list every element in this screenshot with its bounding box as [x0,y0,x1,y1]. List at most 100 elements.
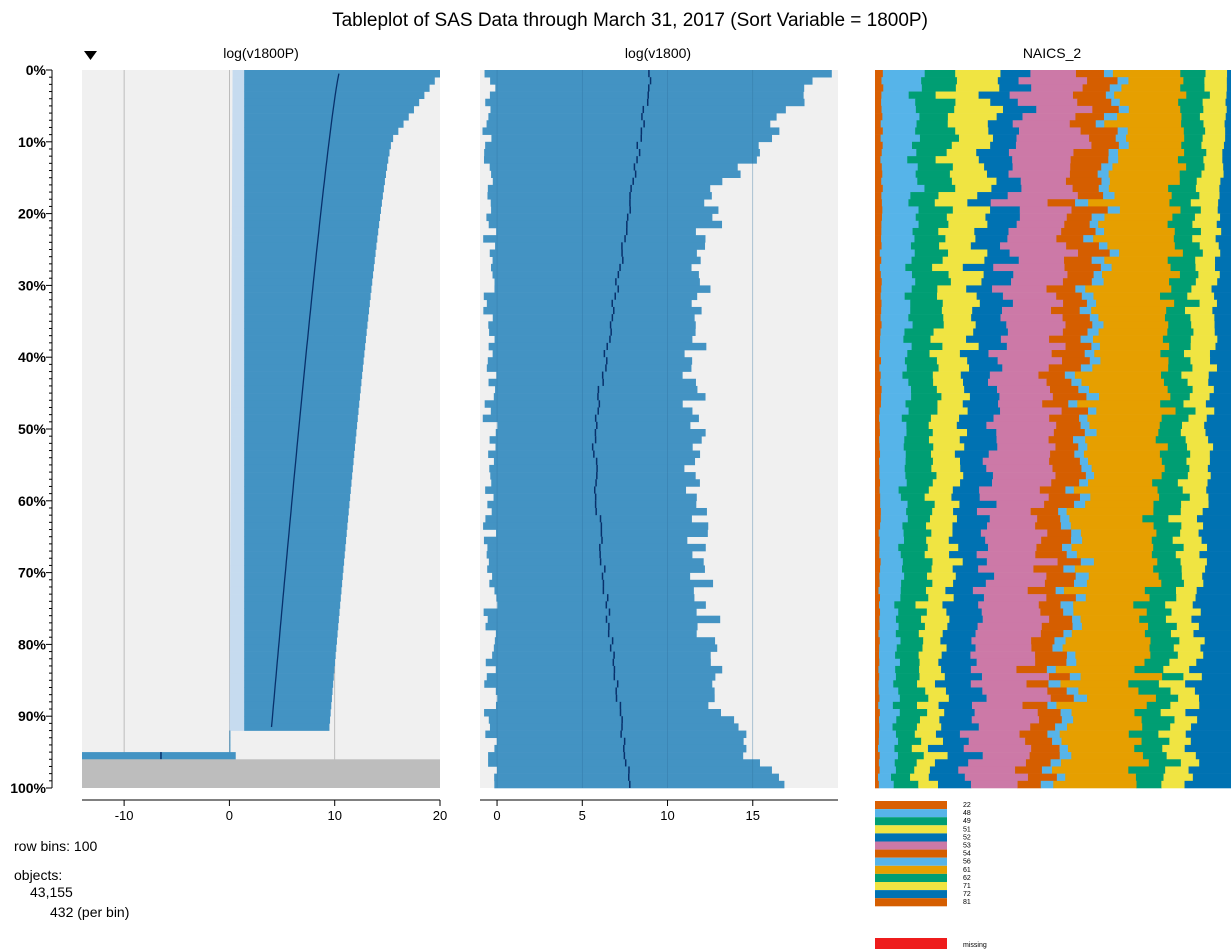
stack-segment [914,730,937,739]
stack-segment [1040,630,1064,638]
stack-segment [1077,192,1104,200]
stack-segment [898,608,928,616]
stack-segment [1069,120,1097,128]
stack-segment [1225,113,1231,121]
stack-segment [947,752,984,760]
stack-segment [1008,170,1071,178]
legend-swatch [875,801,947,810]
stack-segment [875,242,882,250]
stack-segment [1061,227,1096,236]
stack-segment [1141,716,1175,724]
stack-segment [1170,630,1194,638]
stack-segment [1134,709,1162,717]
bar [489,249,697,257]
stack-segment [895,766,915,774]
stack-segment [1216,220,1231,229]
stack-segment [878,744,895,753]
stack-segment [1155,436,1187,444]
triangle-down-icon[interactable] [84,51,97,60]
stack-segment [1079,493,1091,502]
stack-segment [1167,256,1196,265]
bar-spread [230,407,245,415]
stack-segment [989,515,1038,523]
stack-segment [1073,694,1088,703]
bar-spread [231,227,245,236]
stack-segment [1030,723,1056,731]
stack-segment [1183,127,1206,135]
stack-segment [958,134,994,143]
stack-segment [1182,421,1205,430]
stack-segment [1055,586,1065,595]
stack-segment [933,443,965,451]
stack-segment [1098,314,1166,322]
x-axis-label: 5 [579,808,586,823]
stack-segment [904,328,934,336]
stack-segment [941,306,973,315]
stack-segment [879,350,908,358]
stack-segment [942,601,979,609]
stack-segment [1186,163,1205,171]
stack-segment [935,91,979,100]
bar [492,350,685,358]
stack-segment [881,199,909,207]
bar-spread [229,630,245,638]
stack-segment [875,407,880,415]
stack-segment [962,263,994,272]
stack-segment [878,687,899,695]
stack-segment [1189,665,1231,674]
stack-segment [953,594,985,602]
stack-segment [1077,98,1112,107]
stack-segment [1160,292,1188,301]
stack-segment [1104,227,1176,236]
stack-segment [875,263,881,272]
stack-segment [881,213,917,222]
stack-segment [981,673,1050,681]
stack-segment [1062,278,1093,286]
stack-segment [1081,464,1093,473]
stack-segment [1056,421,1081,430]
stack-segment [1093,292,1161,301]
stack-segment [875,299,882,308]
stack-segment [1022,701,1048,710]
stack-segment [896,644,923,652]
legend-swatch [875,841,947,850]
stack-segment [932,558,964,566]
bar-spread [232,184,245,193]
stack-segment [1071,206,1109,214]
stack-segment [1031,744,1060,753]
bar [244,500,350,509]
bar [485,486,687,494]
stack-segment [882,113,920,121]
stack-segment [875,192,882,200]
bar [244,572,343,581]
stack-segment [895,651,920,660]
stack-segment [1142,515,1169,523]
stack-segment [1012,156,1072,164]
stack-segment [1136,780,1162,789]
stack-segment [1180,529,1199,537]
bar [244,522,348,530]
stack-segment [875,184,884,193]
stack-segment [930,335,967,344]
stack-segment [895,665,920,674]
stack-segment [914,766,931,774]
row-axis-label: 30% [18,277,47,293]
stack-segment [928,594,955,602]
stack-segment [1080,335,1094,344]
stack-segment [879,766,897,774]
stack-segment [932,429,968,437]
stack-segment [1101,177,1111,186]
stack-segment [880,608,899,616]
bar [244,701,332,710]
stack-segment [1103,192,1115,200]
stack-segment [1063,299,1088,308]
stack-segment [875,393,882,401]
stack-segment [1101,163,1113,171]
stack-segment [1170,687,1196,695]
stack-segment [1089,220,1099,229]
bar [244,199,382,207]
stack-segment [1091,256,1105,265]
stack-segment [1141,737,1170,746]
stack-segment [906,429,934,437]
